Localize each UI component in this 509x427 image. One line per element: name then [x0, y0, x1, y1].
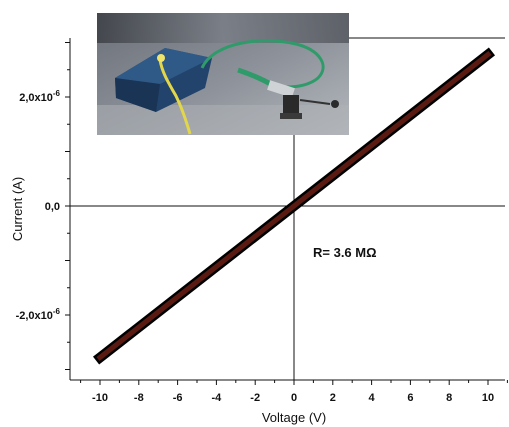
x-tick-label: -8 — [134, 392, 144, 404]
x-tick-label: 2 — [330, 392, 336, 404]
x-tick-label: -2 — [250, 392, 260, 404]
x-tick-label: -4 — [212, 392, 223, 404]
x-tick-label: 0 — [291, 392, 297, 404]
resistance-annotation: R= 3.6 MΩ — [313, 245, 377, 260]
y-axis-title: Current (A) — [10, 177, 25, 241]
series-line — [96, 50, 492, 362]
y-tick-label: 0,0 — [45, 201, 60, 213]
y-tick-label: 2,0x10-6 — [19, 89, 60, 104]
y-tick-label: -2,0x10-6 — [16, 307, 61, 322]
x-tick-label: 4 — [369, 392, 376, 404]
x-tick-label: 6 — [407, 392, 413, 404]
x-tick-label: -10 — [92, 392, 108, 404]
x-axis-title: Voltage (V) — [262, 410, 326, 425]
series-layer — [92, 47, 496, 365]
x-tick-label: 10 — [482, 392, 494, 404]
y-axis-ticks: -2,0x10-6 0,0 2,0x10-6 — [16, 42, 70, 370]
x-tick-label: -6 — [173, 392, 183, 404]
x-axis-ticks: -10 -8 -6 -4 -2 0 2 4 6 8 10 — [80, 380, 508, 404]
inset-photo — [97, 13, 349, 135]
x-tick-label: 8 — [446, 392, 452, 404]
